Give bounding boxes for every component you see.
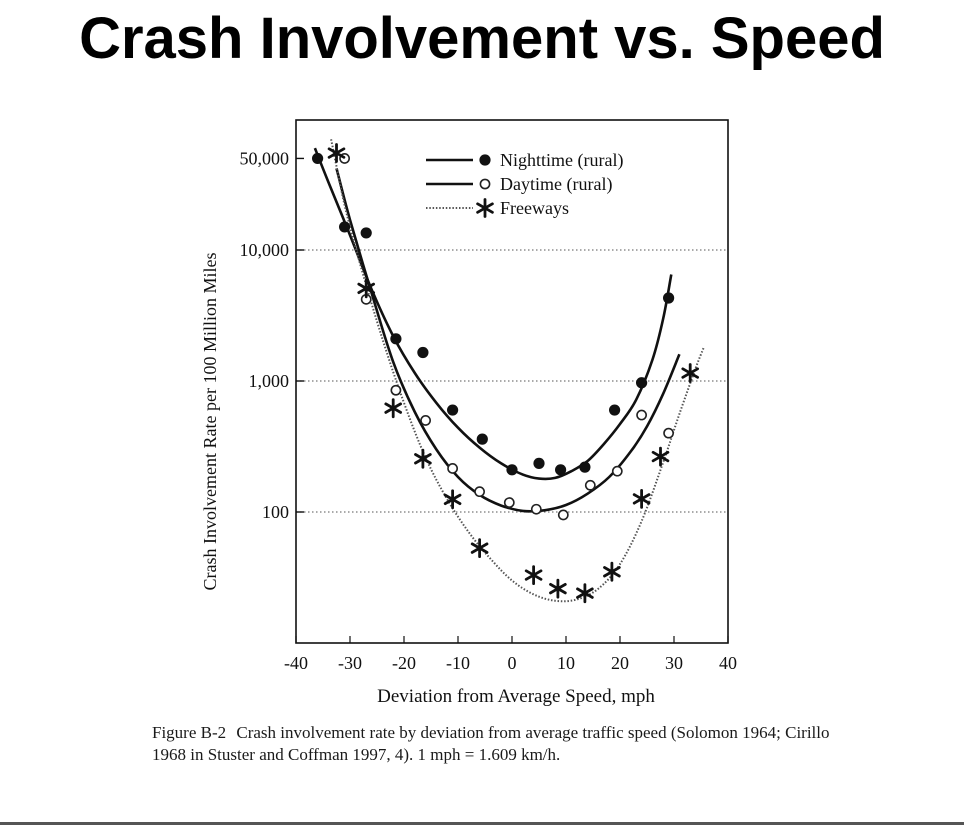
figure-label: Figure B-2 <box>152 723 227 742</box>
point-nighttime-rural <box>506 464 518 476</box>
legend-label-freeways: Freeways <box>500 198 569 218</box>
x-tick-label: 40 <box>719 653 737 673</box>
point-freeways <box>632 489 651 509</box>
point-daytime-rural <box>474 486 485 498</box>
curve-nighttime-rural <box>313 147 673 481</box>
point-freeways <box>681 363 699 383</box>
curve-daytime-rural <box>335 168 681 513</box>
point-daytime-rural <box>447 463 458 474</box>
point-freeways <box>414 448 432 469</box>
x-tick-label: -10 <box>446 653 470 673</box>
point-nighttime-rural <box>579 461 591 473</box>
point-nighttime-rural <box>609 404 621 416</box>
point-daytime-rural <box>503 497 515 508</box>
point-freeways <box>576 583 594 604</box>
point-nighttime-rural <box>339 221 351 233</box>
point-daytime-rural <box>636 409 647 421</box>
x-tick-label: 30 <box>665 653 683 673</box>
point-nighttime-rural <box>312 152 324 165</box>
legend-marker-nighttime-rural <box>479 154 491 166</box>
point-nighttime-rural <box>555 464 567 476</box>
legend-label-nighttime-rural: Nighttime (rural) <box>500 150 623 171</box>
y-tick-label: 100 <box>262 502 289 522</box>
point-freeways <box>651 446 670 467</box>
x-tick-label: -30 <box>338 653 362 673</box>
point-daytime-rural <box>663 427 674 439</box>
point-nighttime-rural <box>533 457 545 469</box>
bottom-divider <box>0 822 964 825</box>
axis-ticks: -40 -30 -20 -10 0 10 20 30 40 100 1,000 10,000 50,00… <box>240 148 738 673</box>
crash-rate-chart: -40 -30 -20 -10 0 10 20 30 40 100 1,000 10,000 50,00… <box>200 119 738 707</box>
point-nighttime-rural <box>417 346 429 359</box>
x-tick-label: -40 <box>284 653 308 673</box>
x-tick-label: 20 <box>611 653 629 673</box>
point-freeways <box>524 565 543 585</box>
point-nighttime-rural <box>636 377 648 389</box>
point-freeways <box>470 538 489 558</box>
y-tick-label: 50,000 <box>240 148 290 168</box>
point-nighttime-rural <box>390 333 402 345</box>
x-tick-label: 10 <box>557 653 575 673</box>
figure-caption: Figure B-2 Crash involvement rate by dev… <box>152 722 832 766</box>
figure-caption-text: Crash involvement rate by deviation from… <box>152 723 830 764</box>
legend-marker-daytime-rural <box>479 178 491 190</box>
y-tick-label: 10,000 <box>240 240 290 260</box>
legend-marker-freeways <box>476 198 494 218</box>
point-freeways <box>327 143 346 163</box>
data-points <box>312 143 699 604</box>
legend-label-daytime-rural: Daytime (rural) <box>500 174 612 195</box>
point-nighttime-rural <box>447 404 459 416</box>
point-freeways <box>603 561 621 582</box>
point-daytime-rural <box>557 509 569 521</box>
fitted-curves <box>313 139 705 603</box>
x-axis-label: Deviation from Average Speed, mph <box>377 686 655 707</box>
x-tick-label: 0 <box>508 653 517 673</box>
point-nighttime-rural <box>476 433 488 445</box>
y-axis-label: Crash Involvement Rate per 100 Million M… <box>200 253 220 591</box>
point-nighttime-rural <box>663 292 675 304</box>
point-freeways <box>549 578 567 599</box>
x-tick-label: -20 <box>392 653 416 673</box>
curve-freeways <box>330 139 705 603</box>
point-freeways <box>384 398 402 419</box>
slide-title: Crash Involvement vs. Speed <box>79 6 885 71</box>
point-freeways <box>443 489 462 510</box>
point-freeways <box>357 278 375 299</box>
point-nighttime-rural <box>360 227 372 239</box>
point-daytime-rural <box>390 384 402 396</box>
y-tick-label: 1,000 <box>249 371 290 391</box>
point-daytime-rural <box>420 415 431 426</box>
gridlines <box>296 249 728 513</box>
legend: Nighttime (rural) Daytime (rural) Freeways <box>426 150 623 218</box>
point-daytime-rural <box>530 503 542 515</box>
point-daytime-rural <box>584 479 596 491</box>
point-daytime-rural <box>611 465 623 477</box>
